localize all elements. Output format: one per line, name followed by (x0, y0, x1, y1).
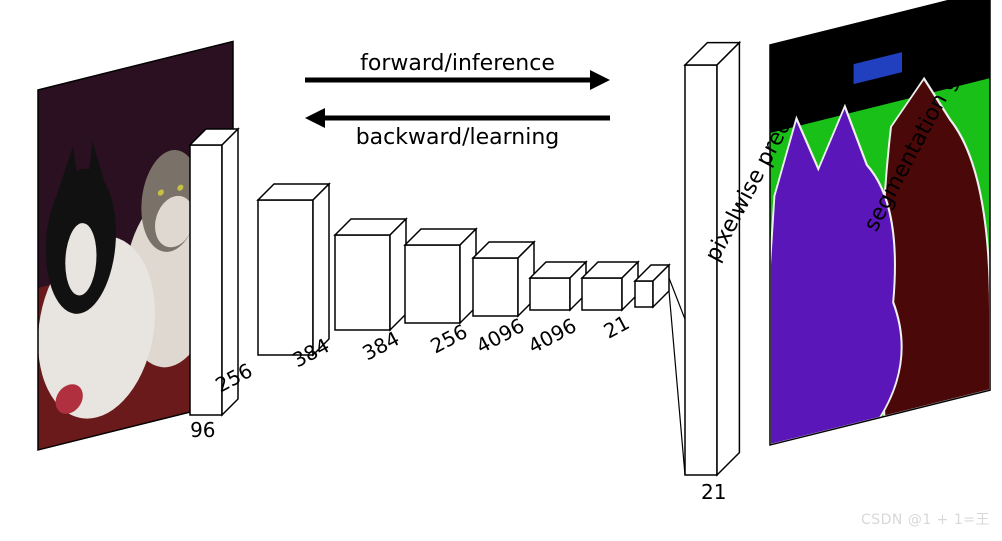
backward-label: backward/learning (356, 125, 560, 150)
diagram-svg: 96256384384256409640962121forward/infere… (0, 0, 1002, 537)
layer-label: 4096 (472, 313, 528, 358)
layer-label: 384 (358, 326, 403, 365)
layer-label: 21 (600, 310, 634, 343)
layer-label: 4096 (524, 313, 580, 358)
forward-label: forward/inference (360, 51, 555, 76)
conv-layers: 96256384384256409640962121 (190, 43, 739, 504)
layer-label: 21 (701, 480, 726, 504)
layer-label: 256 (426, 319, 471, 358)
arrows: forward/inference backward/learning (305, 51, 610, 150)
watermark-text: CSDN @1 + 1=王 (861, 509, 990, 529)
layer-label: 96 (190, 418, 215, 442)
